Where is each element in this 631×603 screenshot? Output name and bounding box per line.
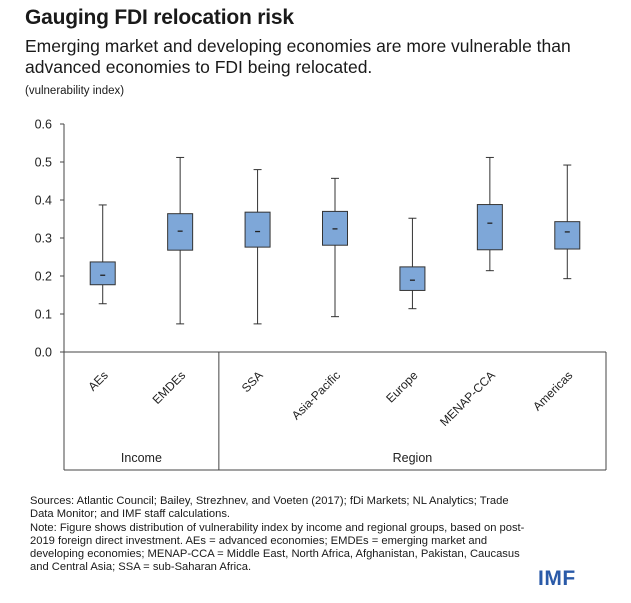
y-tick-label: 0.4 — [35, 194, 52, 208]
group-label-income: Income — [121, 451, 162, 465]
y-tick-label: 0.3 — [35, 232, 52, 246]
x-tick-label: Asia-Pacific — [289, 368, 343, 422]
y-tick-label: 0.6 — [35, 118, 52, 132]
sources-note: Sources: Atlantic Council; Bailey, Strez… — [30, 495, 509, 521]
box-ssa — [244, 211, 271, 248]
x-tick-label: AEs — [85, 368, 110, 393]
group-label-region: Region — [393, 451, 433, 465]
box-americas — [554, 221, 581, 250]
footnotes: Sources: Atlantic Council; Bailey, Strez… — [30, 495, 530, 575]
y-tick-label: 0.2 — [35, 270, 52, 284]
x-tick-label: Americas — [530, 368, 575, 413]
x-tick-label: Europe — [383, 368, 420, 405]
chart-subtitle: Emerging market and developing economies… — [25, 36, 571, 77]
y-axis-unit-label: (vulnerability index) — [25, 85, 125, 97]
x-tick-label: SSA — [239, 368, 266, 395]
imf-logo: IMF — [538, 567, 576, 590]
y-tick-label: 0.5 — [35, 156, 52, 170]
box-aes — [89, 261, 116, 286]
y-tick-label: 0.1 — [35, 308, 52, 322]
x-tick-label: EMDEs — [150, 368, 189, 407]
box-menap-cca — [476, 204, 503, 251]
x-tick-label: MENAP-CCA — [437, 368, 498, 429]
definitions-note: Note: Figure shows distribution of vulne… — [30, 521, 525, 574]
box-europe — [399, 266, 426, 291]
y-tick-label: 0.0 — [35, 346, 52, 360]
chart-title: Gauging FDI relocation risk — [25, 6, 294, 29]
box-emdes — [167, 213, 194, 251]
